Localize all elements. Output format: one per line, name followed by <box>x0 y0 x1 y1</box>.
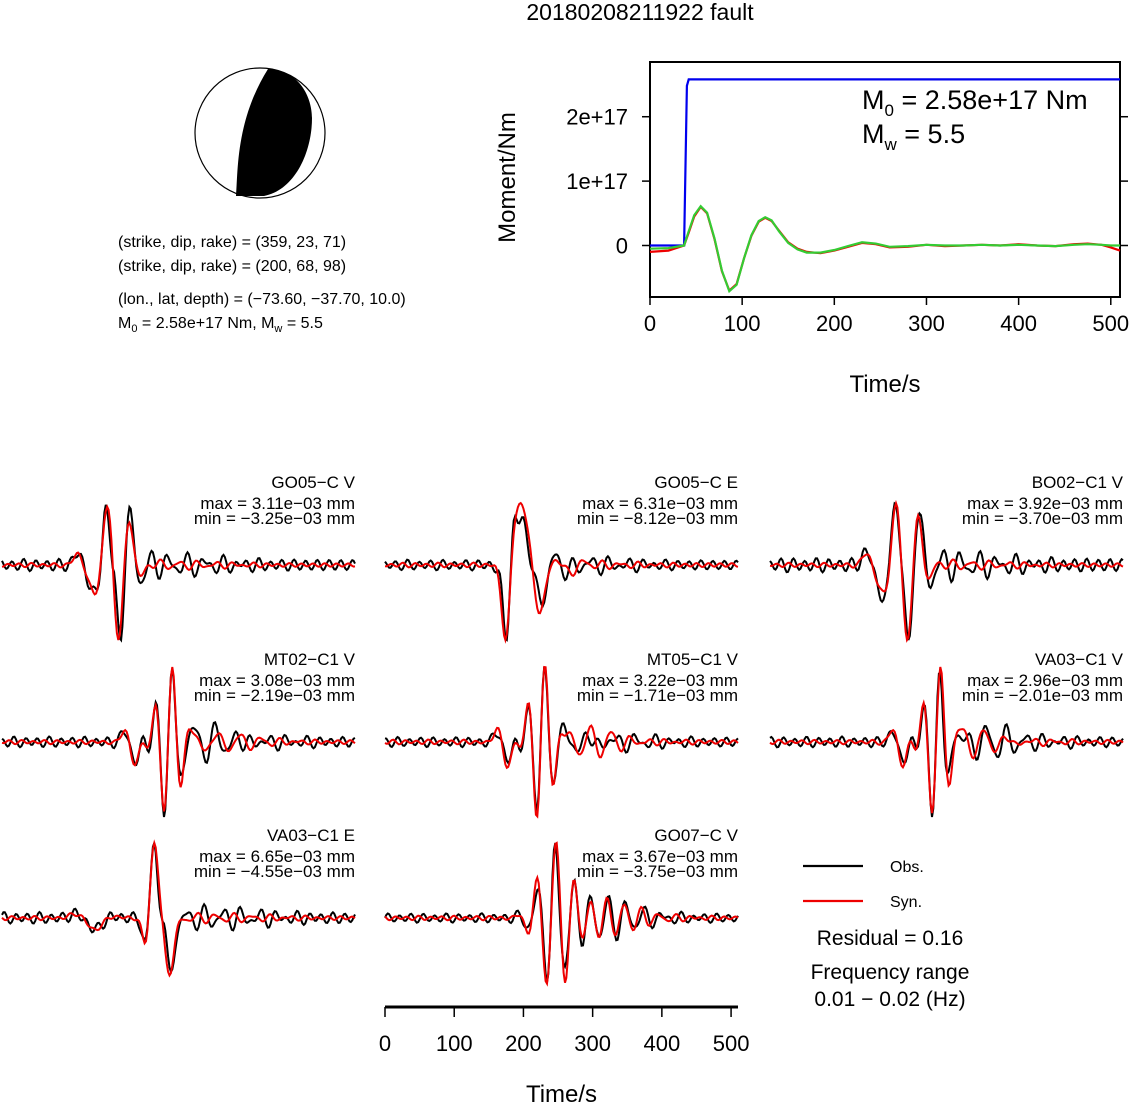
waveform-time-axis: 0 100 200 300 400 500 Time/s <box>379 1005 750 1104</box>
waveform-x-tick-label: 400 <box>644 1031 681 1056</box>
obs-trace <box>1 842 356 975</box>
moment-series-2 <box>649 204 1120 294</box>
min-amplitude-label: min = −2.01e−03 mm <box>962 686 1123 705</box>
station-label: BO02−C1 V <box>1032 473 1124 492</box>
waveform-x-tick-label: 100 <box>436 1031 473 1056</box>
station-label: GO07−C V <box>654 826 738 845</box>
max-amplitude-label: max = 3.67e−03 mm <box>582 847 738 866</box>
max-amplitude-label: max = 3.11e−03 mm <box>200 494 355 513</box>
syn-trace <box>1 504 356 641</box>
beachball-icon <box>194 67 326 199</box>
m0-annotation: M0 = 2.58e+17 Nm <box>862 85 1088 120</box>
syn-trace <box>769 666 1124 814</box>
syn-trace <box>384 501 739 644</box>
moment-magnitude-line: M0 = 2.58e+17 Nm, Mw = 5.5 <box>118 315 323 335</box>
obs-trace <box>1 504 356 643</box>
frequency-range-label: Frequency range <box>811 961 970 984</box>
nodal-plane-1: (strike, dip, rake) = (359, 23, 71) <box>118 234 346 251</box>
residual-text: Residual = 0.16 <box>817 927 964 950</box>
frequency-range-value: 0.01 − 0.02 (Hz) <box>814 988 965 1011</box>
waveform-x-tick-label: 500 <box>713 1031 750 1056</box>
waveform-x-tick-label: 300 <box>574 1031 611 1056</box>
moment-x-axis-label: Time/s <box>849 371 920 398</box>
mw-annotation: Mw = 5.5 <box>862 119 965 154</box>
waveform-legend: Obs. Syn. <box>803 859 924 911</box>
max-amplitude-label: max = 6.31e−03 mm <box>582 494 738 513</box>
moment-x-tick-label: 400 <box>1000 311 1037 336</box>
max-amplitude-label: max = 3.08e−03 mm <box>199 671 355 690</box>
figure-title: 20180208211922 fault <box>526 0 754 25</box>
waveform-x-axis-label: Time/s <box>526 1081 597 1104</box>
moment-x-tick-label: 0 <box>644 311 656 336</box>
station-label: GO05−C E <box>654 473 738 492</box>
station-label: VA03−C1 V <box>1035 650 1124 669</box>
mw-value: 5.5 <box>301 315 323 332</box>
syn-trace <box>1 839 356 978</box>
moment-series-1 <box>649 205 1121 293</box>
min-amplitude-label: min = −3.75e−03 mm <box>577 862 738 881</box>
legend-obs-label: Obs. <box>890 859 924 876</box>
moment-x-tick-label: 300 <box>908 311 945 336</box>
moment-x-tick-label: 500 <box>1092 311 1129 336</box>
moment-x-tick-label: 100 <box>724 311 761 336</box>
obs-trace <box>384 513 739 642</box>
moment-y-tick-label: 2e+17 <box>566 105 628 130</box>
syn-trace <box>384 665 739 819</box>
moment-plot-frame <box>649 61 1121 298</box>
obs-trace <box>769 501 1124 641</box>
max-amplitude-label: max = 2.96e−03 mm <box>967 671 1123 690</box>
station-label: GO05−C V <box>271 473 355 492</box>
waveform-x-tick-label: 200 <box>505 1031 542 1056</box>
min-amplitude-label: min = −2.19e−03 mm <box>194 686 355 705</box>
syn-trace <box>769 499 1124 643</box>
max-amplitude-label: max = 3.92e−03 mm <box>967 494 1123 513</box>
min-amplitude-label: min = −4.55e−03 mm <box>194 862 355 881</box>
m0-value: 2.58e+17 Nm <box>156 315 253 332</box>
moment-series-0 <box>650 78 1120 247</box>
station-label: MT05−C1 V <box>647 650 739 669</box>
moment-y-axis-label: Moment/Nm <box>494 112 521 243</box>
moment-x-tick-label: 200 <box>816 311 853 336</box>
moment-y-tick-label: 0 <box>616 233 628 258</box>
syn-trace <box>384 841 739 987</box>
station-label: VA03−C1 E <box>267 826 355 845</box>
legend-syn-label: Syn. <box>890 894 922 911</box>
moment-y-tick-label: 1e+17 <box>566 169 628 194</box>
location-depth: (lon., lat, depth) = (−73.60, −37.70, 10… <box>118 291 406 308</box>
nodal-plane-2: (strike, dip, rake) = (200, 68, 98) <box>118 258 346 275</box>
waveform-x-tick-label: 0 <box>379 1031 391 1056</box>
syn-trace <box>1 666 356 812</box>
max-amplitude-label: max = 3.22e−03 mm <box>582 671 738 690</box>
min-amplitude-label: min = −1.71e−03 mm <box>577 686 738 705</box>
max-amplitude-label: max = 6.65e−03 mm <box>199 847 355 866</box>
min-amplitude-label: min = −8.12e−03 mm <box>577 509 738 528</box>
min-amplitude-label: min = −3.70e−03 mm <box>962 509 1123 528</box>
obs-trace <box>384 666 739 814</box>
station-label: MT02−C1 V <box>264 650 356 669</box>
moment-rate-chart: 0 100 200 300 400 500 0 1e+17 2e+17 Time/s Moment/… <box>494 61 1129 398</box>
min-amplitude-label: min = −3.25e−03 mm <box>194 509 355 528</box>
